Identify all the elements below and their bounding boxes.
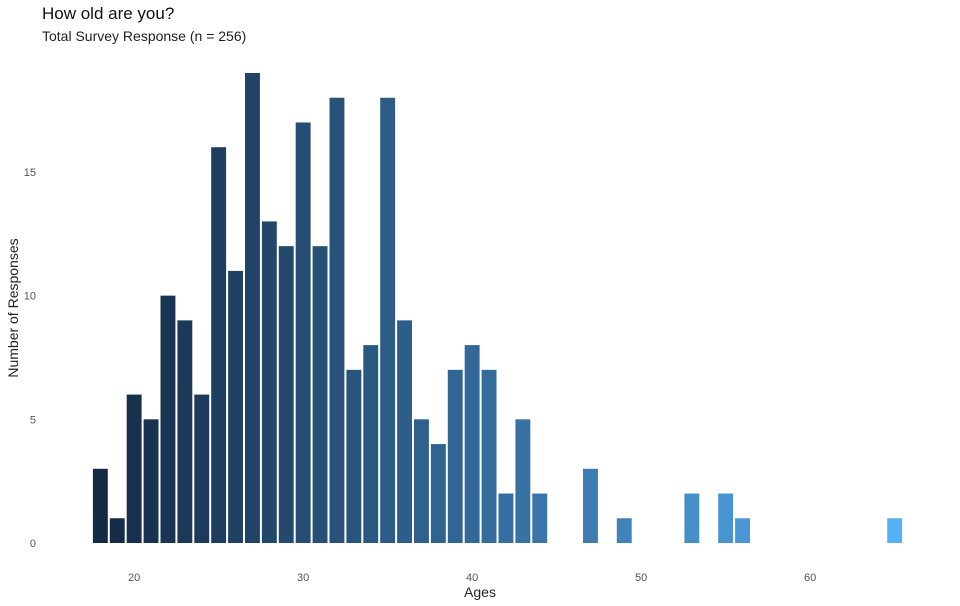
bar-age-49 [616, 518, 632, 543]
x-tick-label: 30 [297, 572, 309, 584]
y-axis-label: Number of Responses [5, 238, 21, 378]
bar-age-31 [312, 246, 328, 543]
bar-age-28 [261, 221, 277, 543]
bars-group [92, 73, 903, 544]
bar-age-18 [92, 468, 108, 543]
bar-age-44 [532, 493, 548, 543]
bar-age-53 [684, 493, 700, 543]
bar-age-43 [515, 419, 531, 543]
bar-age-32 [329, 97, 345, 543]
bar-age-47 [583, 468, 598, 543]
bar-age-65 [887, 518, 903, 543]
bar-age-24 [194, 394, 210, 543]
x-axis-label: Ages [464, 584, 496, 600]
bar-age-22 [160, 295, 176, 543]
bar-age-19 [109, 518, 125, 543]
bar-age-36 [397, 320, 412, 543]
bar-age-42 [498, 493, 514, 543]
chart-title: How old are you? [42, 4, 175, 23]
y-tick-label: 10 [24, 291, 36, 303]
y-tick-label: 15 [24, 167, 36, 179]
bar-age-23 [177, 320, 193, 543]
y-tick-label: 0 [30, 538, 36, 550]
bar-age-56 [735, 518, 750, 543]
bar-age-25 [211, 147, 227, 544]
bar-age-27 [245, 73, 260, 543]
bar-age-35 [380, 97, 396, 543]
x-tick-label: 20 [128, 572, 140, 584]
bar-age-21 [143, 419, 159, 543]
bar-age-40 [464, 345, 480, 543]
bar-age-34 [363, 345, 379, 543]
x-tick-label: 50 [635, 572, 647, 584]
bar-age-55 [718, 493, 734, 543]
bar-age-26 [228, 270, 243, 543]
x-tick-labels: 20 30 40 50 60 [128, 572, 816, 584]
y-tick-labels: 0 5 10 15 [24, 167, 36, 550]
y-tick-label: 5 [30, 414, 36, 426]
bar-age-29 [278, 246, 294, 543]
bar-age-30 [295, 122, 311, 543]
bar-age-33 [346, 369, 362, 543]
chart-subtitle: Total Survey Response (n = 256) [42, 28, 247, 44]
bar-age-20 [126, 394, 142, 543]
x-tick-label: 60 [804, 572, 816, 584]
bar-age-41 [481, 369, 497, 543]
bar-age-38 [430, 444, 446, 543]
bar-age-37 [414, 419, 429, 543]
x-tick-label: 40 [466, 572, 478, 584]
bar-age-39 [447, 369, 463, 543]
